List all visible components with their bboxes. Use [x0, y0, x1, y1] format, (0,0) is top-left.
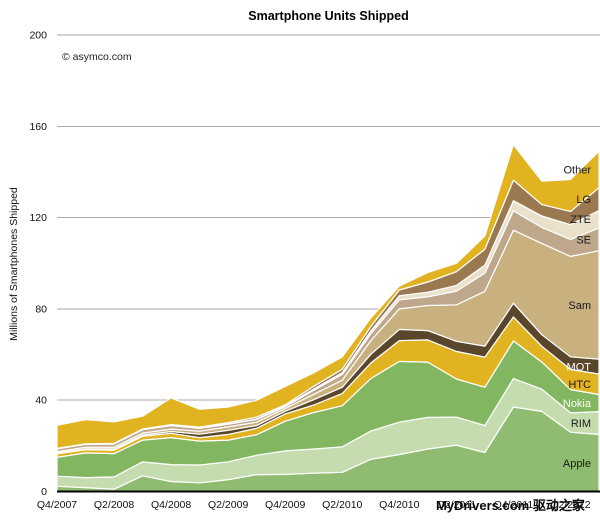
- series-label-apple: Apple: [563, 458, 591, 470]
- chart-title: Smartphone Units Shipped: [248, 9, 409, 23]
- x-tick-label-Q2/2009: Q2/2009: [208, 499, 248, 511]
- x-tick-label-Q2/2012: Q2/2012: [550, 499, 590, 511]
- x-tick-label-Q4/2011: Q4/2011: [494, 499, 534, 511]
- series-label-htc: HTC: [568, 379, 591, 391]
- series-label-se: SE: [576, 234, 591, 246]
- series-label-other: Other: [563, 164, 591, 176]
- series-label-mot: MOT: [567, 362, 592, 374]
- y-tick-label-40: 40: [35, 395, 47, 407]
- x-tick-label-Q4/2007: Q4/2007: [37, 499, 77, 511]
- watermark: MyDrivers.com 驱动之家: [436, 498, 585, 513]
- x-tick-label-Q2/2008: Q2/2008: [94, 499, 134, 511]
- x-tick-label-Q4/2008: Q4/2008: [151, 499, 191, 511]
- x-tick-label-Q4/2010: Q4/2010: [379, 499, 419, 511]
- y-tick-label-120: 120: [29, 212, 47, 224]
- area-series-other: [56, 144, 600, 449]
- x-tick-label-Q4/2009: Q4/2009: [265, 499, 305, 511]
- x-tick-label-Q2/2010: Q2/2010: [322, 499, 362, 511]
- y-tick-label-80: 80: [35, 303, 47, 315]
- y-tick-label-200: 200: [29, 30, 47, 42]
- series-label-nokia: Nokia: [563, 398, 592, 410]
- series-label-lg: LG: [576, 194, 591, 206]
- copyright-credit: © asymco.com: [62, 51, 132, 63]
- series-label-zte: ZTE: [570, 214, 591, 226]
- series-label-sam: Sam: [568, 300, 591, 312]
- y-tick-label-0: 0: [41, 486, 47, 498]
- x-tick-label-Q2/2011: Q2/2011: [437, 499, 477, 511]
- series-label-rim: RIM: [571, 418, 591, 430]
- y-tick-label-160: 160: [29, 121, 47, 133]
